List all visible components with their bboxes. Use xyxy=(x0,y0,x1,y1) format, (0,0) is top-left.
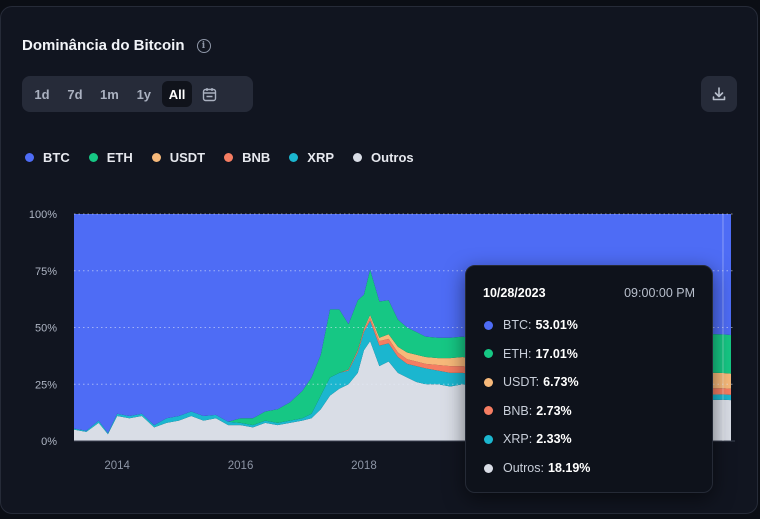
legend-label-btc: BTC xyxy=(43,150,70,165)
chart-legend: BTC ETH USDT BNB XRP Outros xyxy=(25,150,433,165)
tooltip-dot xyxy=(484,406,493,416)
download-icon xyxy=(712,87,726,101)
tooltip-time: 09:00:00 PM xyxy=(624,286,695,300)
dominance-card: Dominância do Bitcoin i 1d 7d 1m 1y All … xyxy=(0,6,758,514)
legend-dot-xrp xyxy=(289,153,299,162)
tooltip-row-usdt: USDT: 6.73% xyxy=(484,375,579,389)
tooltip-row-xrp: XRP: 2.33% xyxy=(484,432,572,446)
range-button-1y[interactable]: 1y xyxy=(136,86,152,102)
info-icon[interactable]: i xyxy=(196,38,211,53)
tooltip-series-value: 17.01% xyxy=(535,346,578,361)
y-tick-label: 100% xyxy=(29,209,57,221)
legend-item-outros[interactable]: Outros xyxy=(353,150,414,165)
legend-label-outros: Outros xyxy=(371,150,414,165)
calendar-icon[interactable] xyxy=(195,81,223,107)
tooltip-row-btc: BTC: 53.01% xyxy=(484,318,578,332)
legend-label-eth: ETH xyxy=(106,150,133,165)
download-button[interactable] xyxy=(701,76,737,112)
tooltip-dot xyxy=(484,349,493,359)
y-tick-label: 75% xyxy=(35,266,57,278)
range-button-all[interactable]: All xyxy=(161,81,193,107)
x-tick-label: 2014 xyxy=(104,460,130,472)
legend-dot-bnb xyxy=(224,153,234,162)
legend-dot-usdt xyxy=(151,153,161,162)
tooltip-row-eth: ETH: 17.01% xyxy=(484,347,578,361)
range-selector: 1d 7d 1m 1y All xyxy=(22,76,253,112)
page-title: Dominância do Bitcoin i xyxy=(22,37,211,54)
tooltip-series-name: Outros: xyxy=(503,461,544,475)
page-title-text: Dominância do Bitcoin xyxy=(22,37,185,54)
legend-dot-btc xyxy=(25,153,34,162)
chart-tooltip: 10/28/2023 09:00:00 PM BTC: 53.01% ETH: 17.… xyxy=(465,265,713,493)
legend-item-btc[interactable]: BTC xyxy=(25,150,70,165)
legend-item-usdt[interactable]: USDT xyxy=(151,150,206,165)
tooltip-dot xyxy=(484,434,493,444)
tooltip-series-name: ETH: xyxy=(503,346,532,361)
range-button-7d[interactable]: 7d xyxy=(67,86,83,102)
tooltip-series-value: 53.01% xyxy=(535,318,578,332)
y-tick-label: 50% xyxy=(35,323,57,335)
legend-item-bnb[interactable]: BNB xyxy=(224,150,270,165)
y-tick-label: 0% xyxy=(41,436,57,448)
legend-item-xrp[interactable]: XRP xyxy=(289,150,334,165)
tooltip-row-outros: Outros: 18.19% xyxy=(484,461,590,475)
tooltip-series-name: BTC: xyxy=(503,318,532,332)
tooltip-row-bnb: BNB: 2.73% xyxy=(484,404,572,418)
tooltip-dot xyxy=(484,463,493,473)
legend-item-eth[interactable]: ETH xyxy=(88,150,133,165)
tooltip-series-value: 18.19% xyxy=(548,461,591,475)
tooltip-series-value: 6.73% xyxy=(543,375,579,390)
tooltip-series-value: 2.73% xyxy=(536,403,572,418)
tooltip-series-name: XRP: xyxy=(503,432,533,447)
tooltip-series-name: USDT: xyxy=(503,375,540,390)
legend-dot-outros xyxy=(353,153,363,162)
legend-label-bnb: BNB xyxy=(242,150,271,165)
tooltip-dot xyxy=(484,320,493,330)
range-button-1m[interactable]: 1m xyxy=(100,86,119,102)
tooltip-date: 10/28/2023 xyxy=(483,286,546,300)
legend-dot-eth xyxy=(88,153,98,162)
tooltip-dot xyxy=(484,377,493,387)
tooltip-series-name: BNB: xyxy=(503,403,533,418)
legend-label-usdt: USDT xyxy=(169,150,206,165)
y-tick-label: 25% xyxy=(35,379,57,391)
x-tick-label: 2018 xyxy=(351,460,377,472)
legend-label-xrp: XRP xyxy=(307,150,335,165)
tooltip-series-value: 2.33% xyxy=(536,432,572,447)
range-button-1d[interactable]: 1d xyxy=(34,86,50,102)
x-tick-label: 2016 xyxy=(228,460,254,472)
